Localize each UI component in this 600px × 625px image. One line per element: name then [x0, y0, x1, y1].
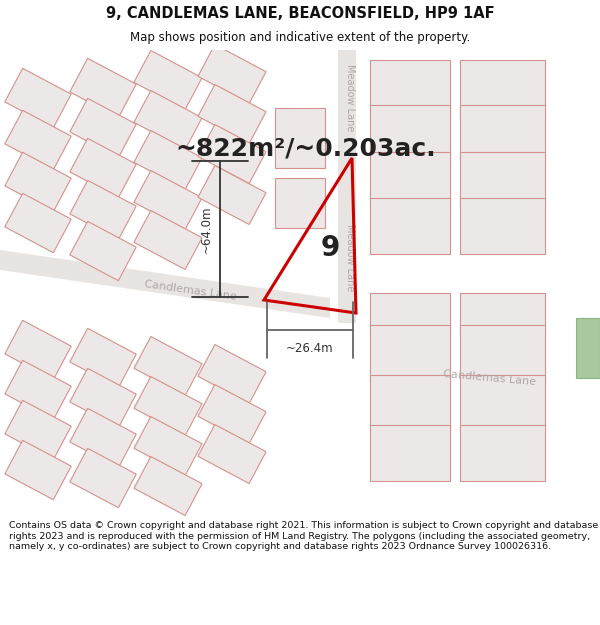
Polygon shape [70, 58, 136, 118]
Polygon shape [460, 375, 545, 431]
Polygon shape [576, 318, 600, 378]
Polygon shape [370, 198, 450, 254]
Polygon shape [370, 105, 450, 161]
Polygon shape [5, 361, 71, 419]
Polygon shape [134, 171, 202, 229]
Text: ~64.0m: ~64.0m [199, 205, 212, 252]
Polygon shape [70, 98, 136, 158]
Polygon shape [0, 250, 330, 318]
Polygon shape [370, 60, 450, 116]
Text: ~822m²/~0.203ac.: ~822m²/~0.203ac. [175, 136, 436, 160]
Polygon shape [198, 424, 266, 484]
Text: Candlemas Lane: Candlemas Lane [443, 369, 537, 387]
Polygon shape [134, 91, 202, 149]
Text: Candlemas Lane: Candlemas Lane [143, 279, 237, 302]
Polygon shape [460, 60, 545, 116]
Polygon shape [134, 336, 202, 396]
Polygon shape [275, 108, 325, 168]
Text: Map shows position and indicative extent of the property.: Map shows position and indicative extent… [130, 31, 470, 44]
Polygon shape [70, 448, 136, 508]
Text: Meadow Lane: Meadow Lane [345, 224, 355, 292]
Polygon shape [460, 198, 545, 254]
Text: 9: 9 [320, 234, 340, 262]
Polygon shape [460, 293, 545, 333]
Polygon shape [5, 321, 71, 379]
Polygon shape [5, 68, 71, 128]
Polygon shape [198, 384, 266, 444]
Polygon shape [370, 425, 450, 481]
Text: 9, CANDLEMAS LANE, BEACONSFIELD, HP9 1AF: 9, CANDLEMAS LANE, BEACONSFIELD, HP9 1AF [106, 6, 494, 21]
Polygon shape [370, 325, 450, 381]
Polygon shape [460, 105, 545, 161]
Polygon shape [134, 456, 202, 516]
Polygon shape [198, 344, 266, 404]
Polygon shape [134, 376, 202, 436]
Polygon shape [70, 328, 136, 388]
Polygon shape [5, 193, 71, 253]
Polygon shape [70, 221, 136, 281]
Polygon shape [460, 325, 545, 381]
Polygon shape [198, 166, 266, 224]
Polygon shape [460, 152, 545, 208]
Polygon shape [5, 111, 71, 169]
Polygon shape [460, 425, 545, 481]
Polygon shape [134, 211, 202, 269]
Text: ~26.4m: ~26.4m [286, 341, 334, 354]
Text: Contains OS data © Crown copyright and database right 2021. This information is : Contains OS data © Crown copyright and d… [9, 521, 598, 551]
Polygon shape [275, 178, 325, 228]
Polygon shape [370, 152, 450, 208]
Polygon shape [5, 152, 71, 212]
Polygon shape [338, 50, 356, 323]
Polygon shape [134, 131, 202, 189]
Polygon shape [70, 181, 136, 239]
Polygon shape [5, 401, 71, 459]
Text: Meadow Lane: Meadow Lane [345, 64, 355, 132]
Polygon shape [370, 375, 450, 431]
Polygon shape [134, 51, 202, 109]
Polygon shape [198, 84, 266, 144]
Polygon shape [70, 408, 136, 468]
Polygon shape [198, 44, 266, 104]
Polygon shape [370, 293, 450, 333]
Polygon shape [198, 124, 266, 184]
Polygon shape [5, 441, 71, 499]
Polygon shape [134, 416, 202, 476]
Polygon shape [70, 368, 136, 428]
Polygon shape [70, 138, 136, 198]
